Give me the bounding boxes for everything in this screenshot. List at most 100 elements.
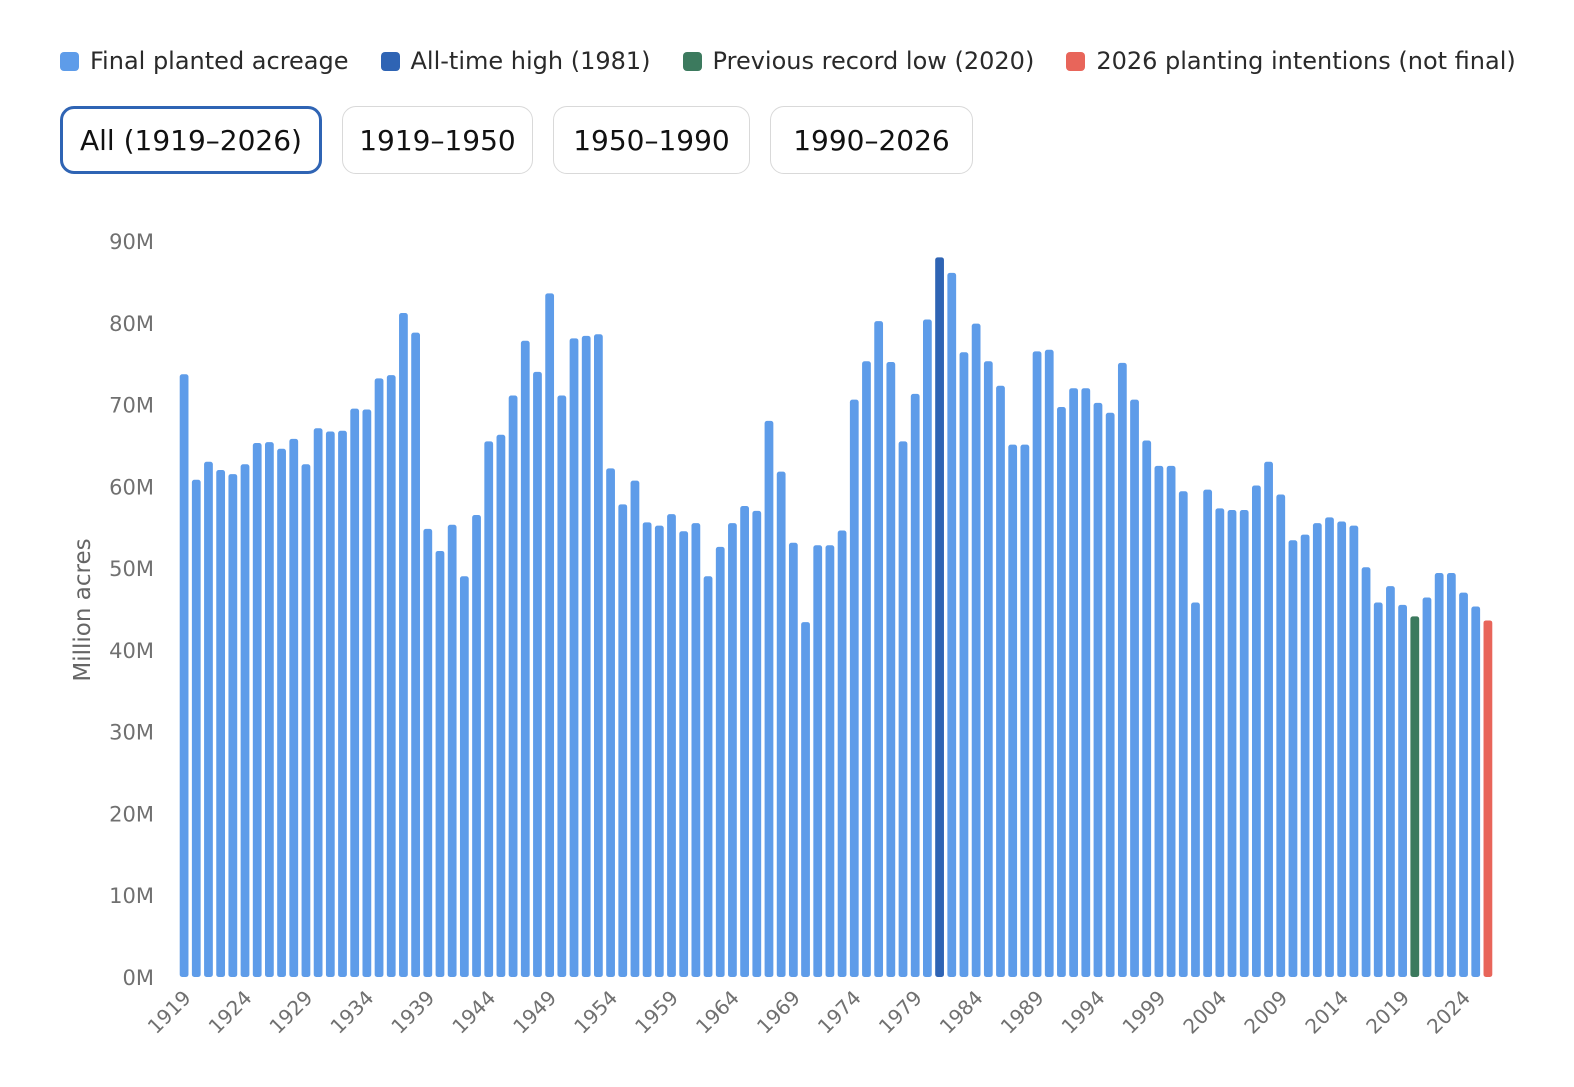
bar-2005[interactable] (1227, 510, 1237, 977)
bar-1946[interactable] (508, 395, 518, 977)
bar-1929[interactable] (301, 464, 311, 977)
bar-2026[interactable] (1483, 620, 1493, 977)
bar-1986[interactable] (996, 385, 1005, 977)
bar-1952[interactable] (581, 335, 591, 977)
bar-1979[interactable] (910, 393, 920, 977)
bar-2011[interactable] (1300, 534, 1310, 977)
bar-1971[interactable] (813, 545, 823, 977)
bar-1976[interactable] (874, 321, 884, 977)
bar-1945[interactable] (496, 434, 506, 977)
bar-1925[interactable] (252, 442, 262, 977)
bar-1968[interactable] (776, 471, 786, 977)
bar-1981[interactable] (935, 257, 944, 977)
bar-2000[interactable] (1166, 465, 1176, 977)
bar-2016[interactable] (1361, 567, 1371, 977)
bar-1954[interactable] (606, 468, 615, 977)
bar-1962[interactable] (703, 576, 713, 977)
bar-1975[interactable] (862, 361, 871, 977)
bar-2025[interactable] (1471, 606, 1481, 977)
bar-1924[interactable] (240, 464, 250, 977)
bar-1935[interactable] (374, 378, 384, 977)
tab-1990-2026[interactable]: 1990–2026 (770, 106, 973, 174)
bar-2023[interactable] (1446, 573, 1456, 977)
bar-1992[interactable] (1069, 388, 1078, 977)
bar-1942[interactable] (459, 576, 469, 977)
bar-1921[interactable] (204, 461, 213, 977)
bar-1960[interactable] (679, 531, 689, 977)
bar-1999[interactable] (1154, 465, 1164, 977)
bar-1993[interactable] (1081, 388, 1091, 977)
bar-1996[interactable] (1117, 362, 1127, 978)
bar-1951[interactable] (569, 338, 579, 977)
bar-1990[interactable] (1044, 349, 1054, 977)
bar-1928[interactable] (289, 438, 299, 977)
bar-2002[interactable] (1191, 602, 1200, 977)
bar-1961[interactable] (691, 523, 701, 977)
bar-2004[interactable] (1215, 508, 1225, 977)
bar-1927[interactable] (277, 448, 286, 978)
bar-1947[interactable] (520, 340, 530, 977)
bar-1932[interactable] (338, 430, 347, 978)
bar-1923[interactable] (228, 474, 238, 977)
bar-1944[interactable] (484, 441, 494, 977)
bar-2010[interactable] (1288, 540, 1298, 977)
tab-1950-1990[interactable]: 1950–1990 (553, 106, 750, 174)
bar-1970[interactable] (801, 622, 810, 977)
bar-1977[interactable] (886, 362, 896, 977)
bar-2013[interactable] (1325, 517, 1334, 977)
bar-1926[interactable] (265, 442, 274, 977)
bar-2021[interactable] (1422, 597, 1432, 977)
bar-1987[interactable] (1008, 444, 1018, 977)
bar-1974[interactable] (849, 399, 859, 977)
bar-1980[interactable] (923, 319, 932, 977)
bar-1969[interactable] (788, 542, 798, 977)
bar-1991[interactable] (1057, 407, 1066, 977)
bar-2007[interactable] (1252, 485, 1261, 977)
bar-2020[interactable] (1410, 616, 1420, 977)
bar-1964[interactable] (728, 523, 737, 977)
bar-1943[interactable] (472, 514, 481, 977)
bar-1989[interactable] (1032, 351, 1042, 977)
bar-1988[interactable] (1020, 444, 1030, 977)
bar-1919[interactable] (179, 374, 189, 977)
bar-1933[interactable] (350, 408, 360, 977)
bar-1948[interactable] (533, 371, 542, 978)
bar-1985[interactable] (983, 361, 993, 977)
bar-2003[interactable] (1203, 489, 1213, 977)
bar-1950[interactable] (557, 395, 567, 977)
bar-1920[interactable] (191, 479, 201, 977)
bar-1937[interactable] (399, 312, 408, 978)
bar-1955[interactable] (618, 504, 628, 977)
bar-2014[interactable] (1337, 521, 1347, 978)
bar-1995[interactable] (1105, 412, 1115, 977)
bar-2015[interactable] (1349, 525, 1359, 977)
bar-1978[interactable] (898, 441, 908, 977)
bar-1938[interactable] (411, 332, 420, 978)
bar-1984[interactable] (971, 323, 981, 978)
bar-1922[interactable] (216, 469, 226, 977)
bar-2022[interactable] (1434, 573, 1444, 977)
bar-1931[interactable] (325, 431, 335, 977)
bar-1972[interactable] (825, 545, 835, 977)
bar-2006[interactable] (1239, 510, 1249, 977)
bar-1966[interactable] (752, 510, 762, 977)
bar-2008[interactable] (1264, 461, 1273, 977)
bar-2012[interactable] (1312, 523, 1322, 977)
bar-1958[interactable] (654, 525, 664, 977)
bar-1967[interactable] (764, 420, 774, 977)
bar-1953[interactable] (594, 334, 603, 977)
bar-2019[interactable] (1398, 604, 1407, 977)
bar-1956[interactable] (630, 480, 640, 977)
bar-1983[interactable] (959, 352, 969, 978)
bar-1994[interactable] (1093, 402, 1103, 977)
bar-1957[interactable] (642, 522, 652, 977)
tab-all[interactable]: All (1919–2026) (60, 106, 322, 174)
bar-1963[interactable] (715, 546, 725, 977)
bar-1940[interactable] (435, 550, 445, 977)
bar-1934[interactable] (362, 409, 372, 977)
bar-1998[interactable] (1142, 440, 1152, 977)
bar-1997[interactable] (1130, 399, 1139, 977)
bar-2017[interactable] (1373, 602, 1383, 977)
bar-1939[interactable] (423, 528, 433, 977)
bar-2024[interactable] (1459, 592, 1468, 977)
